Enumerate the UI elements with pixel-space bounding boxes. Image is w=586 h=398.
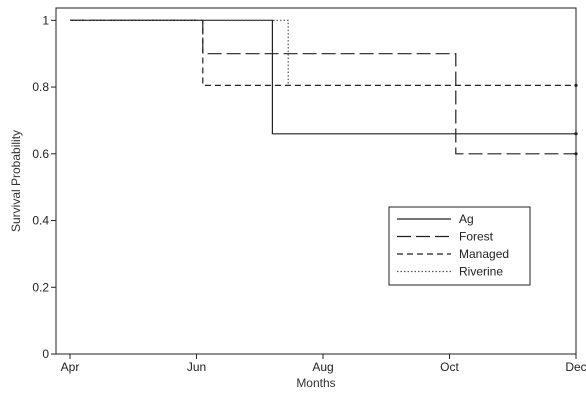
series-line-ag	[70, 19, 576, 135]
y-tick-label: 0.8	[32, 80, 49, 94]
x-tick-label: Jun	[187, 360, 206, 374]
series-end-marker-managed	[574, 83, 578, 88]
x-tick-label: Aug	[312, 360, 333, 374]
legend-label-managed: Managed	[459, 247, 509, 261]
series-end-marker-forest	[574, 152, 578, 156]
y-tick-label: 0.6	[32, 147, 49, 161]
x-axis-label: Months	[296, 376, 335, 390]
series-end-marker-ag	[574, 132, 578, 136]
series-line-forest	[70, 19, 576, 155]
legend-label-ag: Ag	[459, 212, 474, 226]
y-tick-label: 0.4	[32, 214, 49, 228]
x-tick-label: Oct	[440, 360, 459, 374]
plot-frame	[55, 7, 577, 355]
legend-label-riverine: Riverine	[459, 265, 503, 279]
series-line-managed	[70, 19, 576, 86]
x-tick-label: Dec	[565, 360, 586, 374]
y-tick-label: 0	[42, 347, 49, 361]
legend: Ag Forest Managed Riverine	[388, 206, 531, 286]
axis-ticks: Apr Jun Aug Oct Dec 0 0.2 0.4 0.6 0.8 1	[32, 13, 586, 374]
x-tick-label: Apr	[61, 360, 80, 374]
y-axis-label: Survival Probability	[9, 130, 23, 232]
y-tick-label: 1	[42, 13, 49, 27]
legend-label-forest: Forest	[459, 230, 494, 244]
y-tick-label: 0.2	[32, 280, 49, 294]
series-line-riverine	[70, 19, 289, 86]
series-layer	[70, 19, 578, 156]
